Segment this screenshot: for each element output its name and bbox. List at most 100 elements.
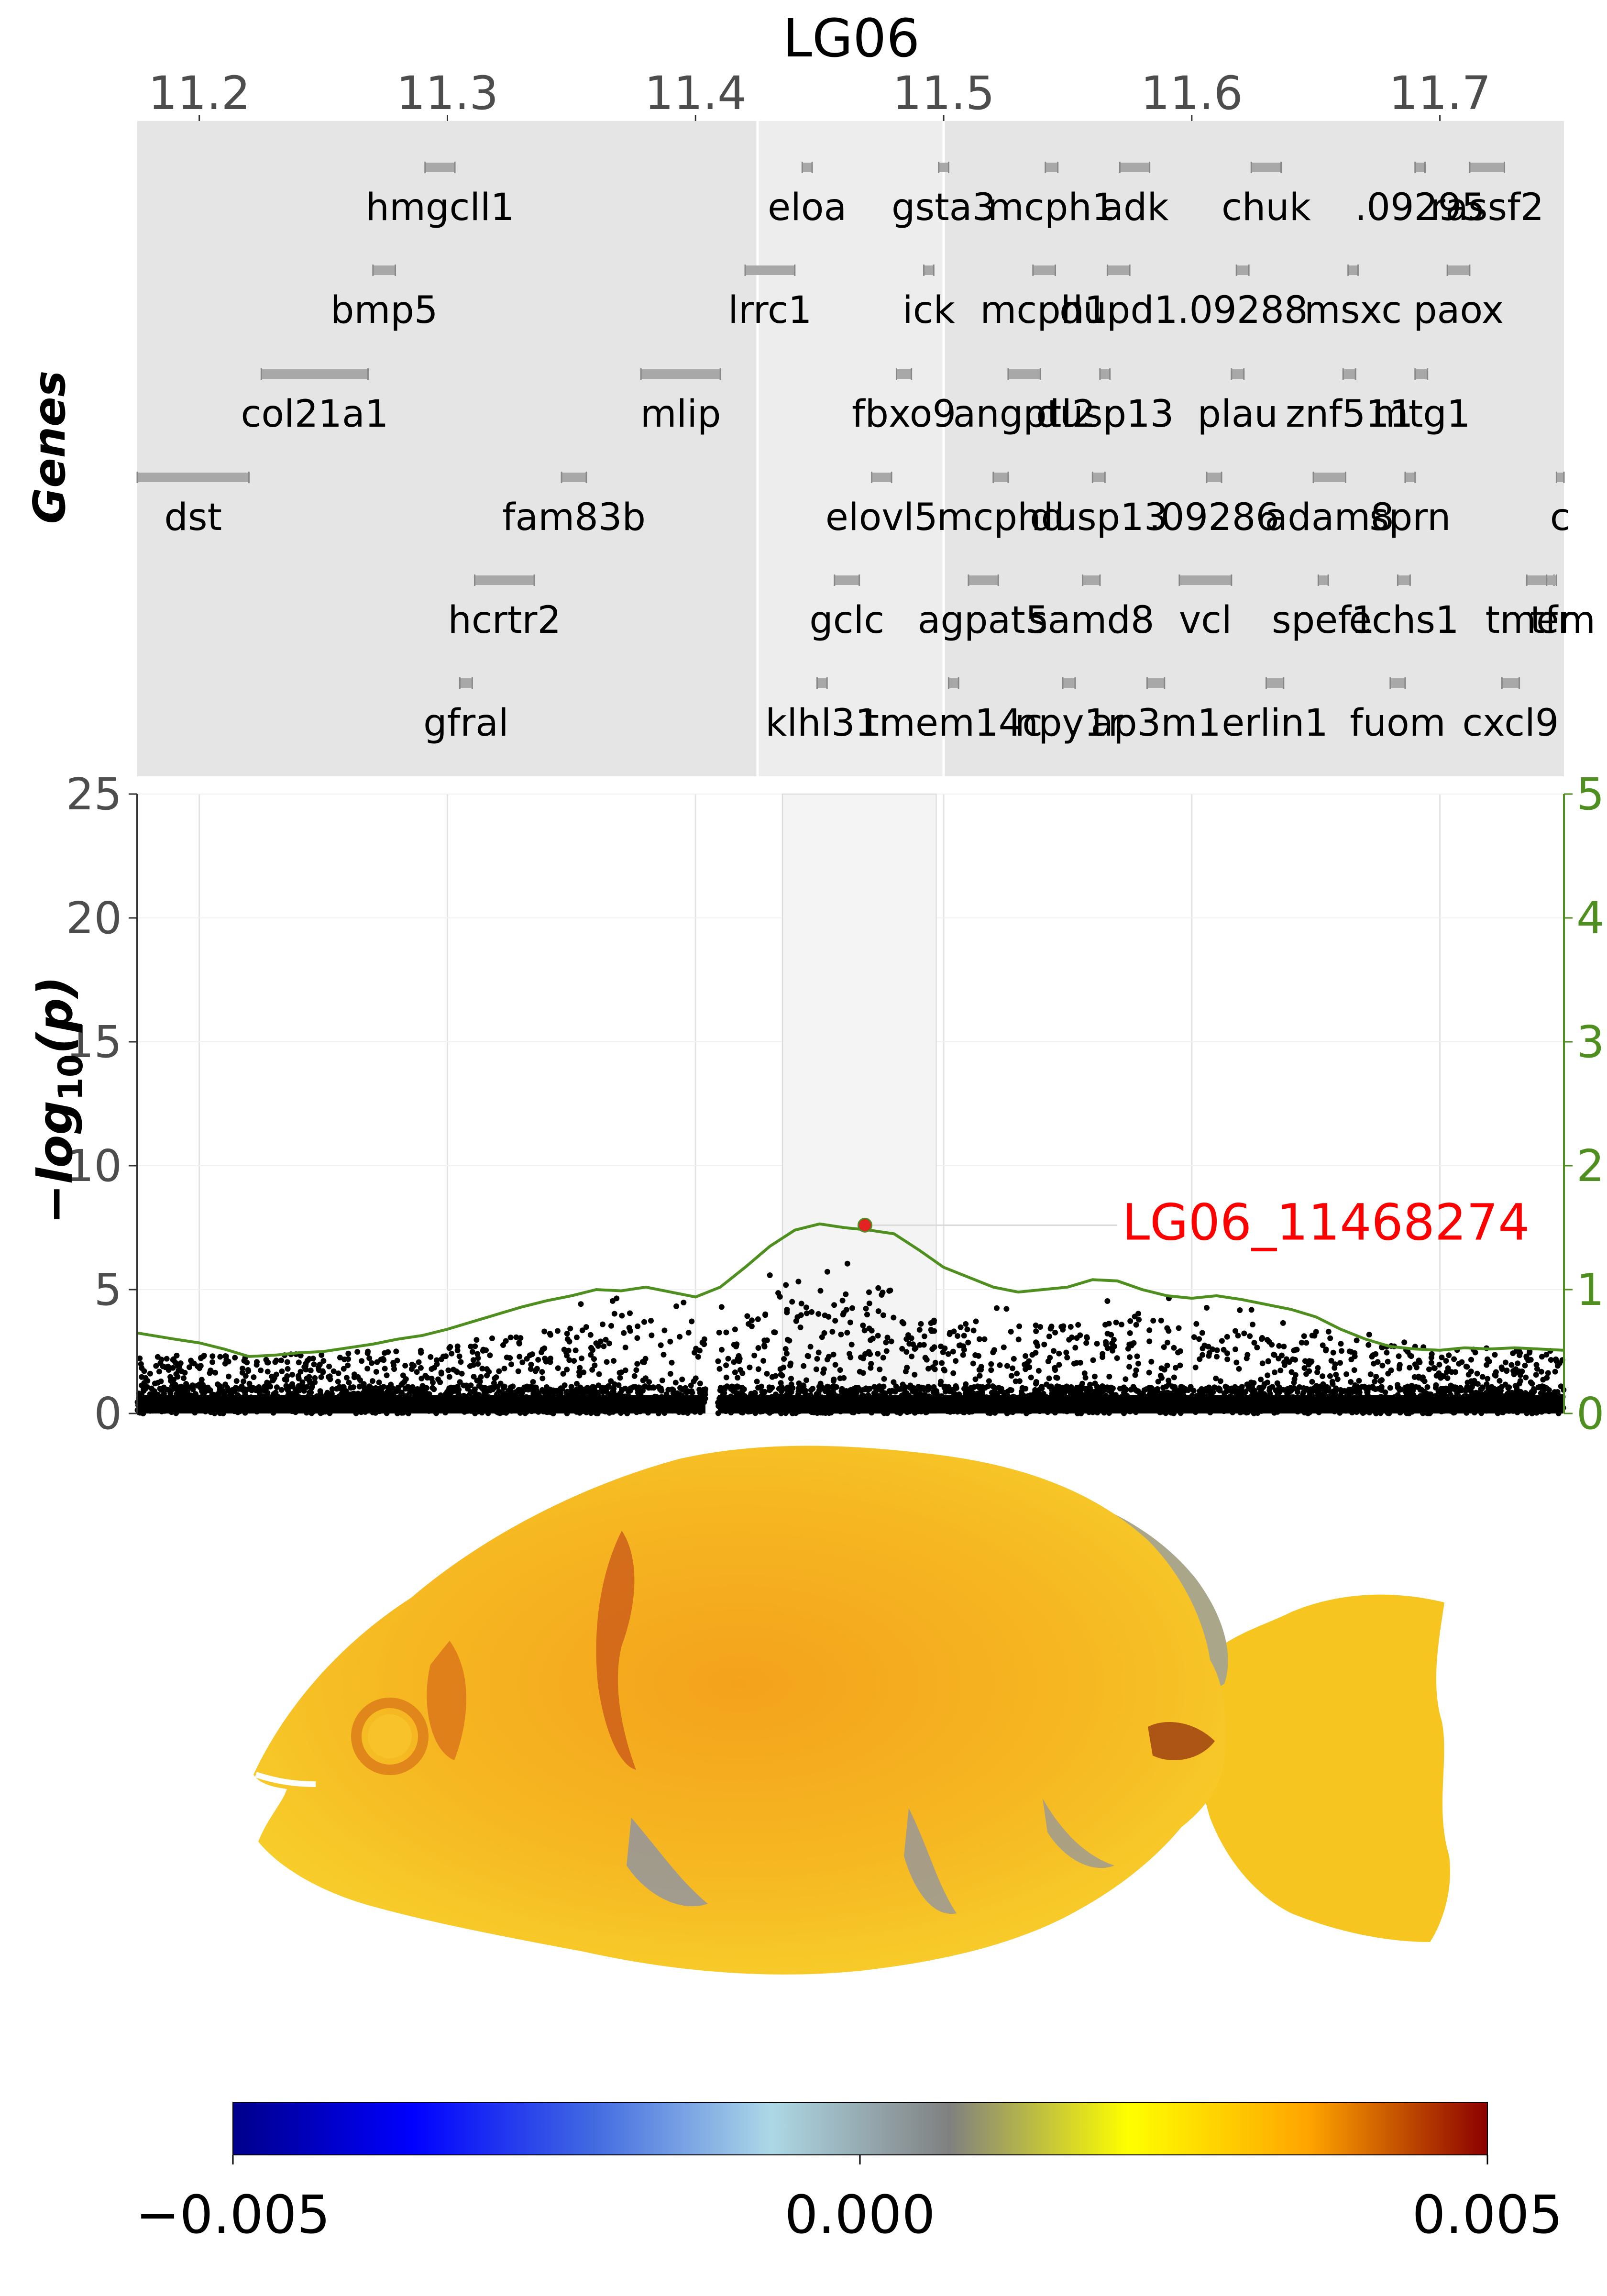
snp-point: [472, 1343, 478, 1349]
gene-label: .09295: [1355, 186, 1486, 229]
y-axis-label: −log10(p): [27, 976, 90, 1225]
snp-point: [1068, 1384, 1074, 1390]
snp-point: [555, 1365, 561, 1371]
snp-point: [424, 1375, 430, 1381]
snp-point: [1046, 1333, 1052, 1339]
gene-label: gsta3: [892, 186, 996, 229]
snp-point: [564, 1336, 571, 1342]
snp-point: [1092, 1380, 1098, 1387]
snp-point: [519, 1359, 526, 1366]
snp-point: [864, 1312, 870, 1318]
snp-point: [1548, 1357, 1554, 1363]
snp-point: [1468, 1388, 1474, 1394]
colorbar-mid-label: 0.000: [785, 2184, 936, 2245]
gene-exon-block: [1415, 369, 1428, 379]
snp-point: [950, 1348, 956, 1355]
gene-track-highlight-region: [757, 121, 944, 776]
snp-point: [1100, 1383, 1105, 1389]
snp-point: [453, 1386, 459, 1391]
snp-point: [1068, 1389, 1074, 1395]
snp-point: [1281, 1344, 1287, 1349]
snp-point: [1442, 1386, 1448, 1392]
snp-point: [1190, 1388, 1197, 1394]
snp-point: [931, 1317, 937, 1324]
snp-point: [1148, 1385, 1155, 1391]
snp-point: [1132, 1314, 1138, 1320]
snp-point: [542, 1356, 548, 1362]
snp-point: [797, 1325, 804, 1330]
snp-point: [831, 1376, 837, 1382]
snp-point: [503, 1338, 509, 1344]
snp-point: [877, 1366, 883, 1372]
snp-point: [1265, 1380, 1270, 1386]
snp-point: [327, 1376, 333, 1382]
gene-label: sprn: [1369, 496, 1451, 539]
snp-point: [1287, 1388, 1293, 1394]
snp-point: [661, 1327, 668, 1334]
snp-point: [1379, 1377, 1385, 1383]
snp-point: [475, 1361, 481, 1367]
snp-point: [868, 1365, 874, 1371]
snp-point: [667, 1371, 673, 1377]
snp-point: [747, 1364, 753, 1370]
snp-point: [1553, 1356, 1559, 1362]
snp-point: [931, 1344, 937, 1350]
snp-point: [573, 1334, 580, 1340]
snp-point: [606, 1384, 612, 1390]
snp-point: [468, 1382, 474, 1389]
snp-point: [810, 1386, 816, 1391]
snp-point: [961, 1333, 967, 1339]
snp-point: [484, 1372, 490, 1379]
snp-point: [418, 1365, 424, 1371]
gene-label: vcl: [1179, 599, 1232, 642]
snp-point: [1468, 1357, 1474, 1363]
snp-point: [837, 1375, 843, 1381]
gene-exon-block: [1447, 265, 1470, 275]
snp-point: [815, 1311, 822, 1317]
snp-point: [930, 1364, 936, 1370]
snp-point: [489, 1335, 495, 1341]
snp-point: [1492, 1372, 1498, 1378]
snp-point: [304, 1358, 310, 1364]
snp-point: [341, 1386, 347, 1392]
snp-point: [752, 1390, 758, 1396]
snp-point: [1523, 1353, 1530, 1359]
snp-point: [880, 1290, 886, 1295]
snp-point: [1250, 1322, 1255, 1327]
snp-point: [1146, 1338, 1153, 1345]
snp-point: [1485, 1356, 1490, 1362]
snp-point: [832, 1362, 838, 1368]
gene-exon-block: [817, 678, 827, 688]
snp-point: [844, 1260, 850, 1267]
snp-point: [258, 1387, 264, 1393]
snp-point: [577, 1365, 583, 1371]
gene-exon-block: [1502, 678, 1519, 688]
snp-point: [814, 1356, 820, 1362]
snp-point: [759, 1389, 765, 1395]
snp-point: [174, 1352, 180, 1358]
snp-point: [1153, 1387, 1159, 1393]
gene-label: fbxo9: [852, 393, 956, 436]
snp-point: [1249, 1387, 1255, 1393]
gene-exon-block: [1063, 678, 1075, 688]
colorbar: −0.005 0.000 0.005: [135, 2102, 1563, 2245]
snp-point: [779, 1384, 785, 1390]
snp-point: [496, 1368, 502, 1374]
snp-point: [1352, 1350, 1358, 1356]
snp-point: [1235, 1333, 1241, 1339]
snp-point: [732, 1369, 738, 1375]
snp-point: [858, 1387, 864, 1393]
snp-point: [604, 1359, 610, 1365]
snp-point: [505, 1390, 511, 1396]
snp-point: [1439, 1354, 1445, 1360]
snp-point: [899, 1346, 905, 1352]
snp-point: [479, 1366, 485, 1372]
snp-point: [1029, 1352, 1035, 1358]
snp-point: [273, 1358, 279, 1364]
top-axis-tick-label: 11.7: [1389, 66, 1491, 120]
snp-point: [474, 1378, 480, 1384]
snp-point: [1334, 1376, 1341, 1382]
gene-label: mlip: [640, 393, 721, 436]
snp-point: [220, 1388, 226, 1394]
snp-point: [143, 1375, 149, 1381]
